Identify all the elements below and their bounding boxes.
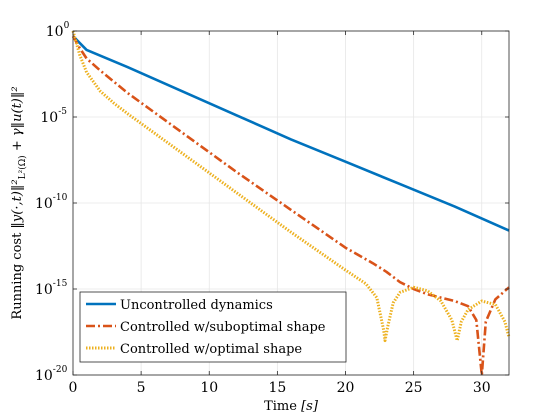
x-axis-label: Time [s]	[264, 399, 319, 414]
x-tick-label: 20	[337, 380, 355, 396]
y-axis-label: Running cost ‖y(·,t)‖²L²(Ω) + γ‖u(t)‖²	[10, 86, 28, 319]
x-tick-label: 0	[69, 380, 78, 396]
series-layer	[71, 30, 511, 377]
series-line-1	[72, 35, 510, 232]
y-tick-exponent: 0	[64, 21, 70, 31]
legend-label-1: Uncontrolled dynamics	[120, 298, 273, 313]
y-tick-label: 10	[35, 196, 53, 212]
series-line-3	[71, 30, 511, 343]
x-tick-label: 15	[268, 380, 286, 396]
series-line-2	[71, 35, 510, 377]
legend-label-2: Controlled w/suboptimal shape	[120, 320, 326, 335]
legend: Uncontrolled dynamics Controlled w/subopt…	[79, 291, 347, 363]
x-tick-label: 5	[137, 380, 146, 396]
x-tick-label: 25	[405, 380, 423, 396]
y-tick-label: 10	[35, 368, 53, 384]
x-tick-label: 30	[473, 380, 491, 396]
y-tick-exponent: -20	[53, 365, 68, 375]
legend-label-3: Controlled w/optimal shape	[120, 342, 302, 357]
y-tick-exponent: -5	[58, 107, 67, 117]
legend-box	[79, 291, 347, 363]
y-tick-label: 10	[40, 110, 58, 126]
y-tick-label: 10	[46, 24, 64, 40]
x-tick-label: 10	[200, 380, 218, 396]
y-tick-exponent: -10	[53, 193, 68, 203]
y-tick-label: 10	[35, 282, 53, 298]
y-tick-exponent: -15	[53, 279, 68, 289]
